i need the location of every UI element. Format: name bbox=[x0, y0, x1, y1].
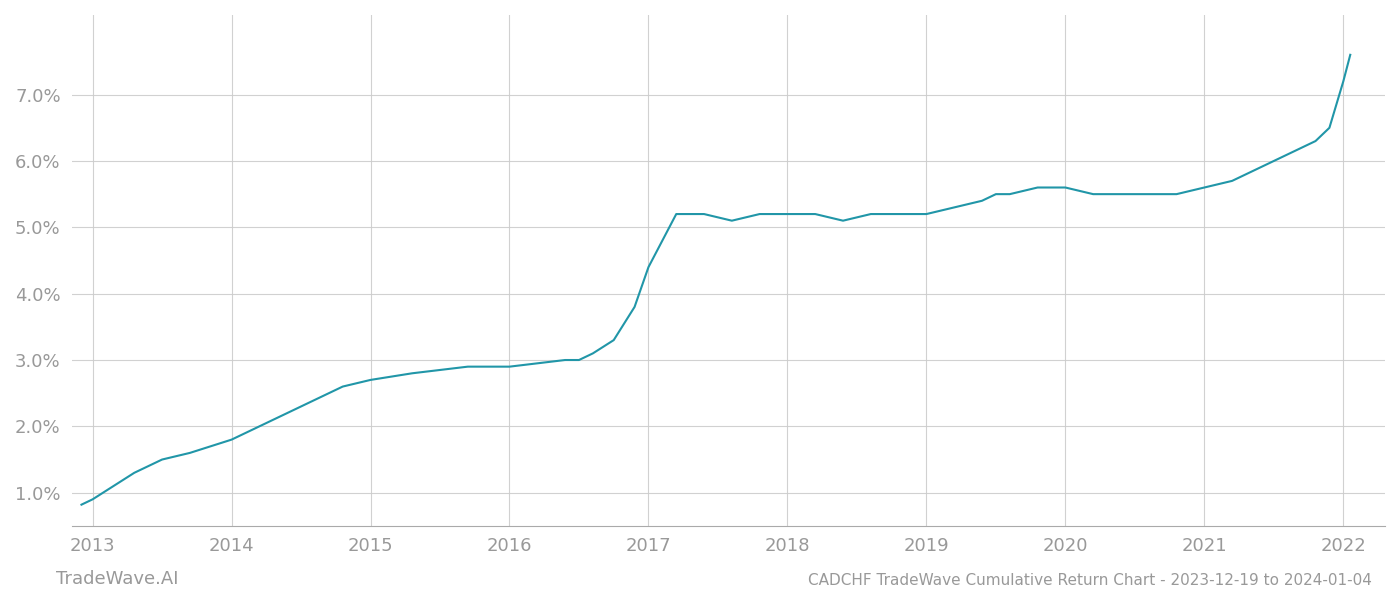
Text: CADCHF TradeWave Cumulative Return Chart - 2023-12-19 to 2024-01-04: CADCHF TradeWave Cumulative Return Chart… bbox=[808, 573, 1372, 588]
Text: TradeWave.AI: TradeWave.AI bbox=[56, 570, 179, 588]
